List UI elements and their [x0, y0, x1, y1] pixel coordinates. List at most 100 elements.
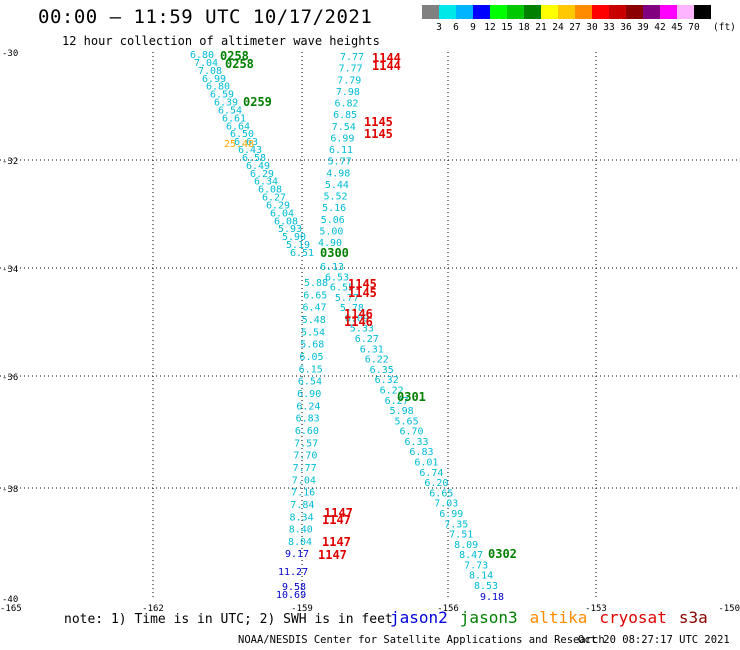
wave-height-a: 6.08 [274, 216, 298, 227]
wave-height-a: 5.90 [282, 232, 306, 243]
wave-height-d: 6.65 [303, 290, 327, 301]
wave-height-d: 7.57 [294, 438, 318, 449]
legend-swatch-11 [609, 5, 626, 19]
time-mark: 1144 [372, 51, 401, 65]
wave-height-a: 6.34 [254, 177, 278, 188]
time-mark: 0300 [320, 246, 349, 260]
time-mark: 1146 [344, 315, 373, 329]
lon-tick-label: -153 [585, 604, 607, 614]
legend-label: 18 [518, 22, 530, 33]
wave-height-b: 7.79 [337, 75, 361, 86]
wave-height-a: 6.54 [218, 105, 242, 116]
wave-height-c: 6.31 [360, 344, 384, 355]
color-scale-labels: 3 6 9 12 15 18 21 24 27 30 33 36 39 42 45 70 [422, 22, 740, 34]
legend-swatch-5 [507, 5, 524, 19]
time-mark: 1144 [372, 59, 401, 73]
wave-height-c: 8.09 [454, 540, 478, 551]
wave-height-a: 6.29 [266, 200, 290, 211]
wave-height-c: 6.13 [320, 262, 344, 273]
legend-label: 12 [484, 22, 496, 33]
wave-height-a: 6.43 [238, 145, 262, 156]
wave-height-c: 5.65 [395, 416, 419, 427]
time-mark: 1145 [364, 115, 393, 129]
legend-swatch-9 [575, 5, 592, 19]
time-mark: 1147 [318, 548, 347, 562]
legend-label: 15 [501, 22, 513, 33]
wave-height-a: 6.04 [270, 208, 294, 219]
lon-tick-label: -159 [291, 604, 313, 614]
time-mark: 0258 [220, 49, 249, 63]
lat-tick-label: -38 [2, 485, 18, 495]
wave-height-c: 5.77 [335, 293, 359, 304]
time-mark: 0258 [225, 57, 254, 71]
time-mark: 1146 [344, 307, 373, 321]
wave-height-a: 6.99 [202, 74, 226, 85]
wave-height-d: 7.04 [292, 475, 316, 486]
wave-height-d: 6.47 [302, 303, 326, 314]
wave-height-c: 6.09 [345, 313, 369, 324]
legend-swatch-15 [677, 5, 694, 19]
legend-swatch-13 [643, 5, 660, 19]
time-mark: 1147 [322, 535, 351, 549]
wave-height-d: 6.15 [299, 364, 323, 375]
wave-height-b: 5.00 [319, 226, 343, 237]
wave-height-a: 6.63 [234, 137, 258, 148]
lat-tick-label: -30 [2, 49, 18, 59]
wave-height-d: 6.05 [299, 352, 323, 363]
legend-label: 3 [436, 22, 442, 33]
wave-height-b: 7.54 [332, 122, 356, 133]
wave-height-b: 5.44 [325, 180, 349, 191]
wave-height-c: 6.53 [325, 272, 349, 283]
wave-height-a: 6.39 [214, 98, 238, 109]
legend-swatch-2 [456, 5, 473, 19]
legend-swatch-12 [626, 5, 643, 19]
time-mark: 0301 [397, 390, 426, 404]
wave-height-d: 6.60 [295, 426, 319, 437]
timestamp-text: Oct 20 08:27:17 UTC 2021 [578, 634, 730, 646]
time-mark: 1145 [348, 286, 377, 300]
wave-height-a: 6.58 [242, 153, 266, 164]
lon-tick-label: -150 [718, 604, 740, 614]
wave-height-c: 5.98 [390, 406, 414, 417]
wave-height-d: 5.48 [302, 315, 326, 326]
wave-height-d: 8.04 [288, 537, 312, 548]
legend-swatch-7 [541, 5, 558, 19]
wave-height-d: 8.34 [290, 512, 314, 523]
color-scale-legend [422, 5, 711, 19]
wave-height-c: 6.01 [414, 458, 438, 469]
wave-height-d: 5.68 [300, 340, 324, 351]
wave-height-d: 7.70 [293, 451, 317, 462]
wave-height-d: 5.88 [304, 278, 328, 289]
wave-height-a: 6.27 [262, 193, 286, 204]
wave-height-d: 6.90 [297, 389, 321, 400]
time-mark: 1147 [322, 513, 351, 527]
wave-height-b: 5.06 [321, 215, 345, 226]
legend-label: 27 [569, 22, 581, 33]
wave-height-a: 7.04 [194, 58, 218, 69]
wave-height-a: 6.61 [222, 113, 246, 124]
wave-height-a: 6.50 [230, 129, 254, 140]
legend-swatch-0 [422, 5, 439, 19]
wave-height-c: 8.47 [459, 550, 483, 561]
wave-height-c: 6.83 [409, 447, 433, 458]
color-scale-unit: (ft) [713, 22, 736, 33]
wave-height-c: 5.33 [350, 324, 374, 335]
legend-swatch-4 [490, 5, 507, 19]
wave-height-c: 7.51 [449, 530, 473, 541]
legend-label: 24 [552, 22, 564, 33]
lon-tick-label: -162 [142, 604, 164, 614]
wave-height-d: 5.54 [301, 327, 325, 338]
legend-swatch-3 [473, 5, 490, 19]
wave-height-d: 6.83 [296, 414, 320, 425]
legend-swatch-1 [439, 5, 456, 19]
footnote: note: 1) Time is in UTC; 2) SWH is in fe… [64, 612, 393, 627]
wave-height-a: 6.08 [258, 185, 282, 196]
wave-height-c: 7.35 [444, 519, 468, 530]
wave-height-c: 6.27 [355, 334, 379, 345]
wave-height-c: 7.03 [434, 499, 458, 510]
wave-height-c: 6.70 [399, 427, 423, 438]
legend-label: 9 [470, 22, 476, 33]
wave-height-d: 7.84 [290, 500, 314, 511]
wave-height-d: 6.54 [298, 377, 322, 388]
